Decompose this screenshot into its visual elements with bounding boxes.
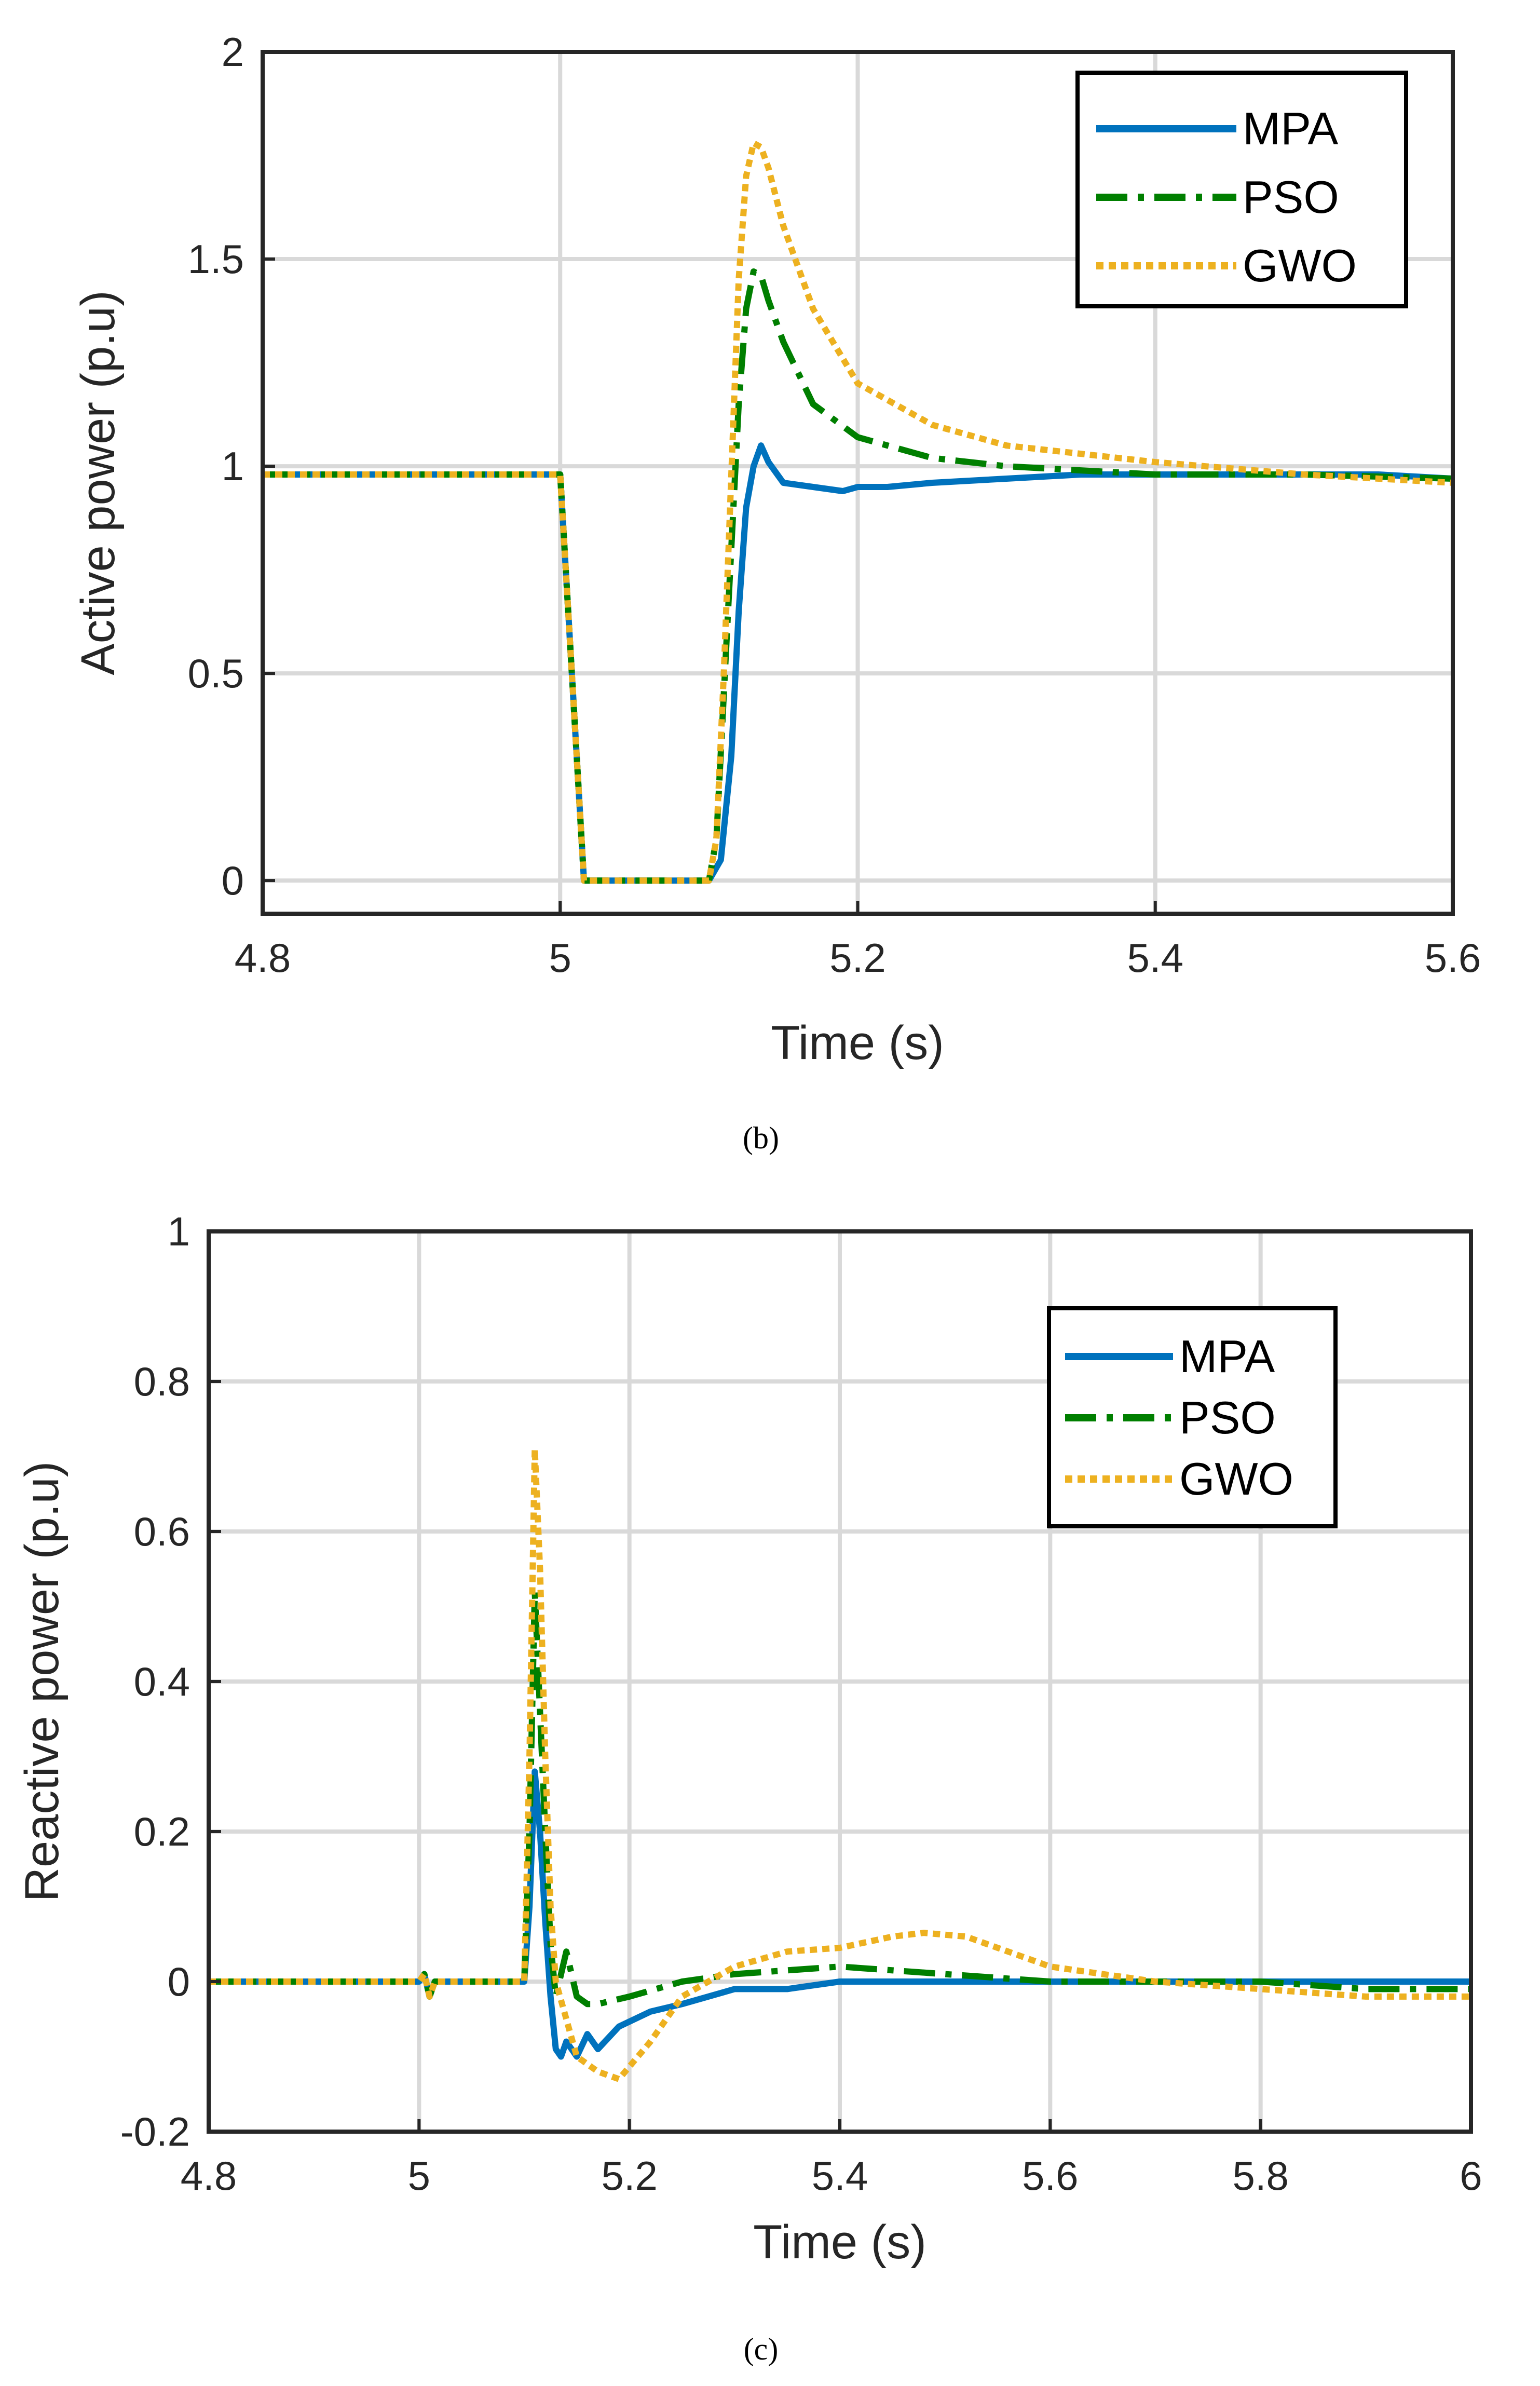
legend-label-mpa: MPA	[1243, 103, 1338, 154]
x-tick-label: 5.4	[812, 2153, 868, 2199]
x-tick-label: 5.8	[1232, 2153, 1288, 2199]
y-axis-label: Active power (p.u)	[72, 290, 125, 675]
y-tick-label: 0	[168, 1959, 190, 2004]
y-tick-label: 0	[222, 858, 244, 903]
x-axis-label: Time (s)	[753, 2216, 926, 2269]
legend: MPA PSO GWO	[1047, 1306, 1338, 1528]
y-tick-label: 0.6	[134, 1509, 190, 1554]
ticks: 4.8 5 5.2 5.4 5.6 0 0.5 1 1.5 2	[188, 29, 1481, 981]
x-tick-label: 5.2	[601, 2153, 657, 2199]
series-line-gwo	[263, 140, 1453, 884]
legend-label-gwo: GWO	[1243, 240, 1357, 291]
caption-b: (b)	[743, 1121, 779, 1155]
x-tick-label: 4.8	[235, 935, 291, 981]
ticks: 4.8 5 5.2 5.4 5.6 5.8 6 -0.2 0 0.2 0.4 0.6 0.8 1	[120, 1209, 1482, 2199]
series-line-gwo	[209, 1446, 1471, 2082]
series-layer	[263, 140, 1453, 884]
reactive-power-chart: 4.8 5 5.2 5.4 5.6 5.8 6 -0.2 0 0.2 0.4 0.6 0.8 1 Time…	[16, 1209, 1482, 2366]
legend-label-gwo: GWO	[1179, 1453, 1293, 1504]
x-tick-label: 6	[1460, 2153, 1482, 2199]
x-tick-label: 5	[549, 935, 571, 981]
y-tick-label: 1	[168, 1209, 190, 1254]
legend-box	[1047, 1306, 1338, 1528]
x-axis-label: Time (s)	[771, 1016, 944, 1069]
series-line-pso	[209, 1588, 1471, 2008]
legend-label-pso: PSO	[1243, 171, 1339, 223]
y-tick-label: -0.2	[120, 2109, 190, 2154]
y-axis-label: Reactive power (p.u)	[16, 1461, 69, 1902]
y-tick-label: 0.4	[134, 1659, 190, 1704]
x-tick-label: 5.6	[1022, 2153, 1078, 2199]
series-layer	[209, 1446, 1471, 2082]
x-tick-label: 4.8	[181, 2153, 237, 2199]
active-power-chart: 4.8 5 5.2 5.4 5.6 0 0.5 1 1.5 2 Time (s) Active p…	[72, 29, 1481, 1155]
caption-c: (c)	[744, 2332, 779, 2366]
x-tick-label: 5.4	[1127, 935, 1183, 981]
x-tick-label: 5	[408, 2153, 430, 2199]
x-tick-label: 5.6	[1425, 935, 1481, 981]
y-tick-label: 2	[222, 29, 244, 75]
x-tick-label: 5.2	[829, 935, 885, 981]
legend-label-mpa: MPA	[1179, 1331, 1275, 1382]
legend: MPA PSO GWO	[1075, 71, 1408, 308]
y-tick-label: 0.5	[188, 650, 244, 696]
y-tick-label: 1.5	[188, 236, 244, 282]
legend-label-pso: PSO	[1179, 1392, 1276, 1443]
y-tick-label: 1	[222, 443, 244, 489]
legend-box	[1075, 71, 1408, 308]
series-line-mpa	[263, 442, 1453, 884]
y-tick-label: 0.2	[134, 1809, 190, 1854]
y-tick-label: 0.8	[134, 1359, 190, 1404]
